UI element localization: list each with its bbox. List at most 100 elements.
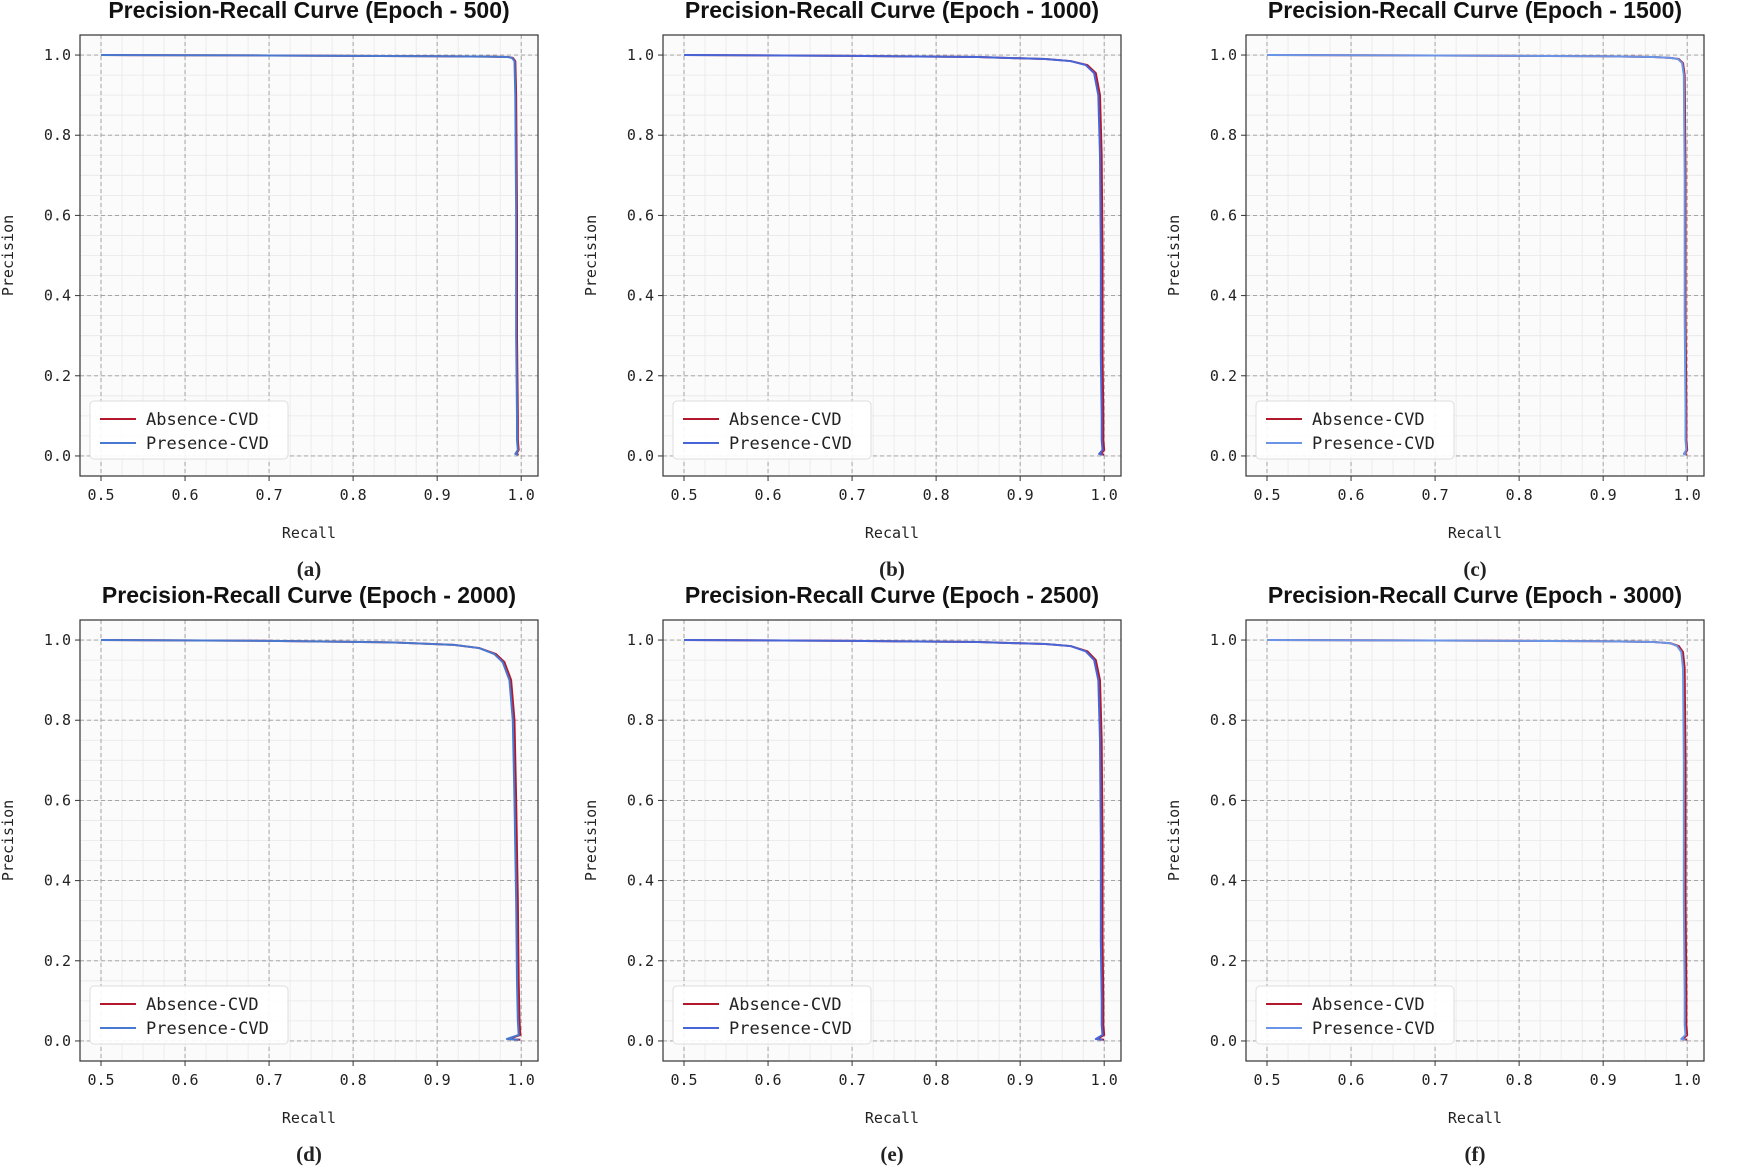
legend-label: Presence-CVD: [729, 434, 852, 454]
legend: Absence-CVD Presence-CVD: [672, 400, 872, 460]
y-tick-label: 0.6: [627, 206, 654, 224]
legend-box: [672, 985, 872, 1045]
legend: Absence-CVD Presence-CVD: [89, 985, 289, 1045]
x-tick-label: 0.5: [670, 486, 697, 504]
series-line-presence-cvd: [101, 639, 520, 1041]
legend-label: Presence-CVD: [1312, 434, 1435, 454]
panel-caption: (b): [879, 557, 905, 581]
axes-frame: [662, 34, 1122, 477]
x-tick-label: 0.7: [839, 486, 866, 504]
x-axis-label: Recall: [865, 1109, 919, 1127]
x-tick-label: 0.5: [87, 486, 114, 504]
y-tick-label: 0.8: [44, 126, 71, 144]
x-axis-label: Recall: [282, 1109, 336, 1127]
legend-label: Absence-CVD: [146, 995, 259, 1015]
y-tick-label: 0.8: [1210, 126, 1237, 144]
legend-box: [89, 400, 289, 460]
legend-label: Presence-CVD: [146, 434, 269, 454]
pr-chart: 0.5 0.6 0.7 0.8 0.9 1.0 0.0 0.2 0.4 0.6 0.8 1.0 Abse…: [583, 585, 1122, 1166]
y-axis-label: Precision: [1166, 215, 1183, 296]
x-tick-label: 0.5: [1253, 486, 1280, 504]
legend-label: Presence-CVD: [146, 1019, 269, 1039]
y-axis-label: Precision: [1166, 800, 1183, 881]
y-axis-label: Precision: [0, 800, 17, 881]
major-grid: 0.5 0.6 0.7 0.8 0.9 1.0 0.0 0.2 0.4 0.6 0.8 1.0: [1210, 620, 1704, 1089]
x-tick-label: 0.9: [1590, 1071, 1617, 1089]
x-axis-label: Recall: [1448, 524, 1502, 542]
y-tick-label: 0.0: [1210, 447, 1237, 465]
chart-title: Precision-Recall Curve (Epoch - 500): [108, 0, 509, 23]
chart-panel: 0.5 0.6 0.7 0.8 0.9 1.0 0.0 0.2 0.4 0.6 0.8 1.0 Abse…: [583, 585, 1163, 1170]
y-tick-label: 0.2: [1210, 952, 1237, 970]
pr-chart: 0.5 0.6 0.7 0.8 0.9 1.0 0.0 0.2 0.4 0.6 0.8 1.0 Abse…: [1166, 0, 1705, 581]
y-tick-label: 0.8: [627, 126, 654, 144]
y-tick-label: 0.6: [44, 791, 71, 809]
series-line-presence-cvd: [684, 54, 1104, 456]
series-line-presence-cvd: [1267, 54, 1688, 456]
panel-caption: (a): [297, 557, 322, 581]
y-tick-label: 1.0: [627, 46, 654, 64]
legend-label: Absence-CVD: [146, 410, 259, 430]
x-axis-label: Recall: [865, 524, 919, 542]
y-tick-label: 0.2: [44, 952, 71, 970]
series-line-presence-cvd: [1267, 639, 1687, 1041]
chart-title: Precision-Recall Curve (Epoch - 2000): [102, 585, 516, 608]
y-tick-label: 0.8: [1210, 711, 1237, 729]
x-tick-label: 0.8: [340, 486, 367, 504]
major-grid: 0.5 0.6 0.7 0.8 0.9 1.0 0.0 0.2 0.4 0.6 0.8 1.0: [44, 620, 538, 1089]
y-tick-label: 0.0: [44, 447, 71, 465]
y-tick-label: 0.0: [627, 447, 654, 465]
x-tick-label: 0.8: [923, 1071, 950, 1089]
panel-caption: (c): [1463, 557, 1486, 581]
y-tick-label: 0.2: [1210, 367, 1237, 385]
x-tick-label: 0.5: [670, 1071, 697, 1089]
x-tick-label: 0.9: [1007, 486, 1034, 504]
y-tick-label: 0.4: [1210, 872, 1237, 890]
y-tick-label: 0.6: [1210, 206, 1237, 224]
x-axis-label: Recall: [282, 524, 336, 542]
legend-label: Absence-CVD: [729, 410, 842, 430]
y-tick-label: 0.0: [627, 1032, 654, 1050]
x-tick-label: 0.5: [87, 1071, 114, 1089]
x-tick-label: 0.7: [1422, 486, 1449, 504]
x-tick-label: 1.0: [1091, 1071, 1118, 1089]
panel-caption: (f): [1465, 1142, 1486, 1166]
x-tick-label: 0.7: [256, 1071, 283, 1089]
pr-chart: 0.5 0.6 0.7 0.8 0.9 1.0 0.0 0.2 0.4 0.6 0.8 1.0 Abse…: [0, 585, 539, 1166]
legend-box: [89, 985, 289, 1045]
y-tick-label: 1.0: [1210, 631, 1237, 649]
legend: Absence-CVD Presence-CVD: [1255, 985, 1455, 1045]
x-tick-label: 0.7: [256, 486, 283, 504]
chart-panel: 0.5 0.6 0.7 0.8 0.9 1.0 0.0 0.2 0.4 0.6 0.8 1.0 Abse…: [583, 0, 1163, 585]
x-tick-label: 0.6: [754, 1071, 781, 1089]
y-tick-label: 0.0: [44, 1032, 71, 1050]
y-axis-label: Precision: [0, 215, 17, 296]
chart-title: Precision-Recall Curve (Epoch - 1000): [685, 0, 1099, 23]
y-tick-label: 0.8: [627, 711, 654, 729]
y-tick-label: 0.6: [627, 791, 654, 809]
axes-frame: [662, 619, 1122, 1062]
x-tick-label: 0.8: [1506, 1071, 1533, 1089]
y-tick-label: 1.0: [1210, 46, 1237, 64]
legend: Absence-CVD Presence-CVD: [89, 400, 289, 460]
panel-caption: (d): [296, 1142, 322, 1166]
x-tick-label: 0.6: [1337, 1071, 1364, 1089]
major-grid: 0.5 0.6 0.7 0.8 0.9 1.0 0.0 0.2 0.4 0.6 0.8 1.0: [1210, 35, 1704, 504]
y-tick-label: 1.0: [44, 631, 71, 649]
series-line-presence-cvd: [101, 54, 519, 456]
x-tick-label: 1.0: [508, 486, 535, 504]
legend-label: Absence-CVD: [1312, 995, 1425, 1015]
y-tick-label: 0.4: [627, 872, 654, 890]
chart-panel: 0.5 0.6 0.7 0.8 0.9 1.0 0.0 0.2 0.4 0.6 0.8 1.0 Abse…: [0, 0, 580, 585]
axes-frame: [1245, 619, 1705, 1062]
series-line-presence-cvd: [684, 639, 1104, 1041]
axes-frame: [79, 34, 539, 477]
x-tick-label: 1.0: [1091, 486, 1118, 504]
y-tick-label: 1.0: [44, 46, 71, 64]
x-tick-label: 0.9: [1007, 1071, 1034, 1089]
legend-label: Presence-CVD: [1312, 1019, 1435, 1039]
y-tick-label: 0.2: [44, 367, 71, 385]
legend-box: [1255, 985, 1455, 1045]
legend: Absence-CVD Presence-CVD: [672, 985, 872, 1045]
y-tick-label: 0.4: [44, 287, 71, 305]
